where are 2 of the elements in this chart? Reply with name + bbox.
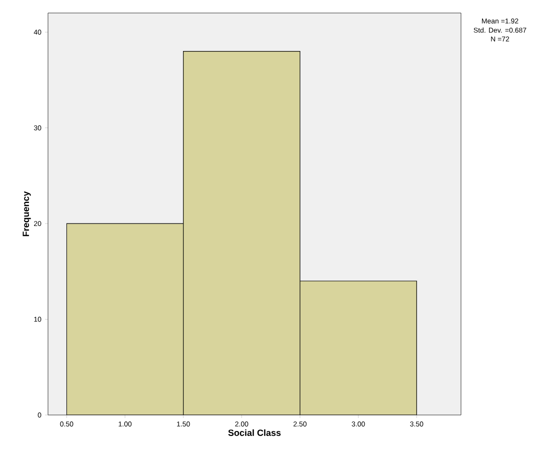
y-axis-title: Frequency [22,191,31,236]
x-axis-title: Social Class [228,429,281,436]
